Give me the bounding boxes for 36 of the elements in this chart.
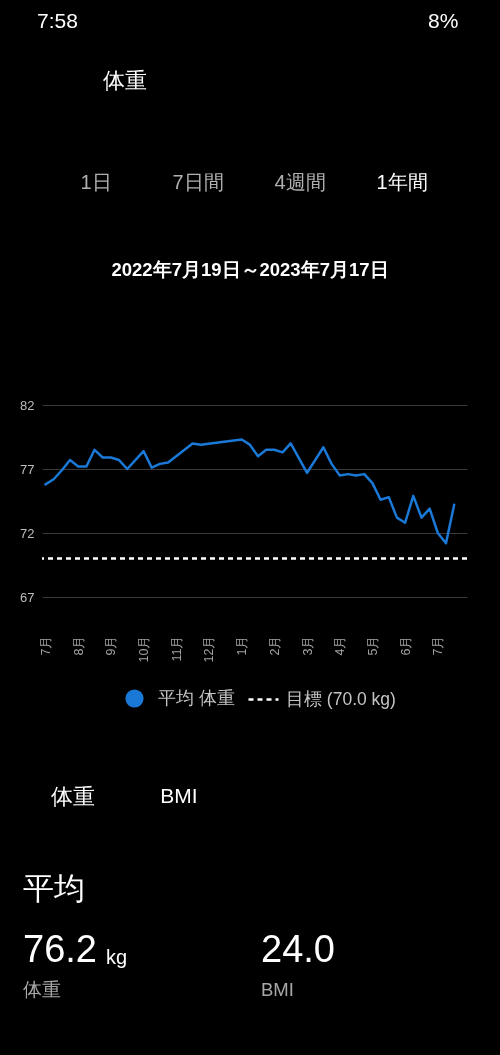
chart-subtitle: 2022年7月19日～2023年7月17日 <box>111 259 389 280</box>
y-tick-label: 67 <box>20 589 35 605</box>
text: 24.0 <box>261 928 335 970</box>
text: 4週間 <box>274 171 326 193</box>
text: 7日間 <box>172 171 224 193</box>
x-tick-label: 11月 <box>169 635 184 662</box>
legend-label: 目標 (70.0 kg) <box>286 688 396 709</box>
text: 1年間 <box>376 171 428 193</box>
text: 体重 <box>51 784 95 809</box>
x-tick-label: 4月 <box>333 635 348 656</box>
chart-title: 体重 <box>103 69 147 93</box>
x-tick-label: 10月 <box>137 635 152 663</box>
x-tick-label: 6月 <box>398 635 413 656</box>
x-tick-label: 7月 <box>431 635 446 656</box>
text: 平均 <box>23 871 85 906</box>
x-tick-label: 2月 <box>267 635 282 656</box>
x-tick-label: 3月 <box>300 635 315 656</box>
text: BMI <box>160 784 198 807</box>
text: 76.2 <box>23 928 97 970</box>
text: 8% <box>428 9 459 32</box>
x-tick-label: 9月 <box>104 635 119 656</box>
x-tick-label: 8月 <box>71 635 86 656</box>
y-tick-label: 82 <box>20 397 35 413</box>
y-tick-label: 72 <box>20 525 35 541</box>
legend-label: 平均 体重 <box>158 687 235 708</box>
text: 1日 <box>80 171 112 193</box>
text: 体重 <box>23 979 61 1000</box>
x-tick-label: 1月 <box>235 635 250 656</box>
x-tick-label: 7月 <box>39 635 53 656</box>
line-series <box>44 438 456 545</box>
x-tick-label: 12月 <box>202 635 217 663</box>
text: 7:58 <box>37 9 78 32</box>
text: BMI <box>261 979 294 1000</box>
x-tick-label: 5月 <box>365 635 380 656</box>
text: kg <box>106 946 128 968</box>
y-tick-label: 77 <box>20 461 35 477</box>
